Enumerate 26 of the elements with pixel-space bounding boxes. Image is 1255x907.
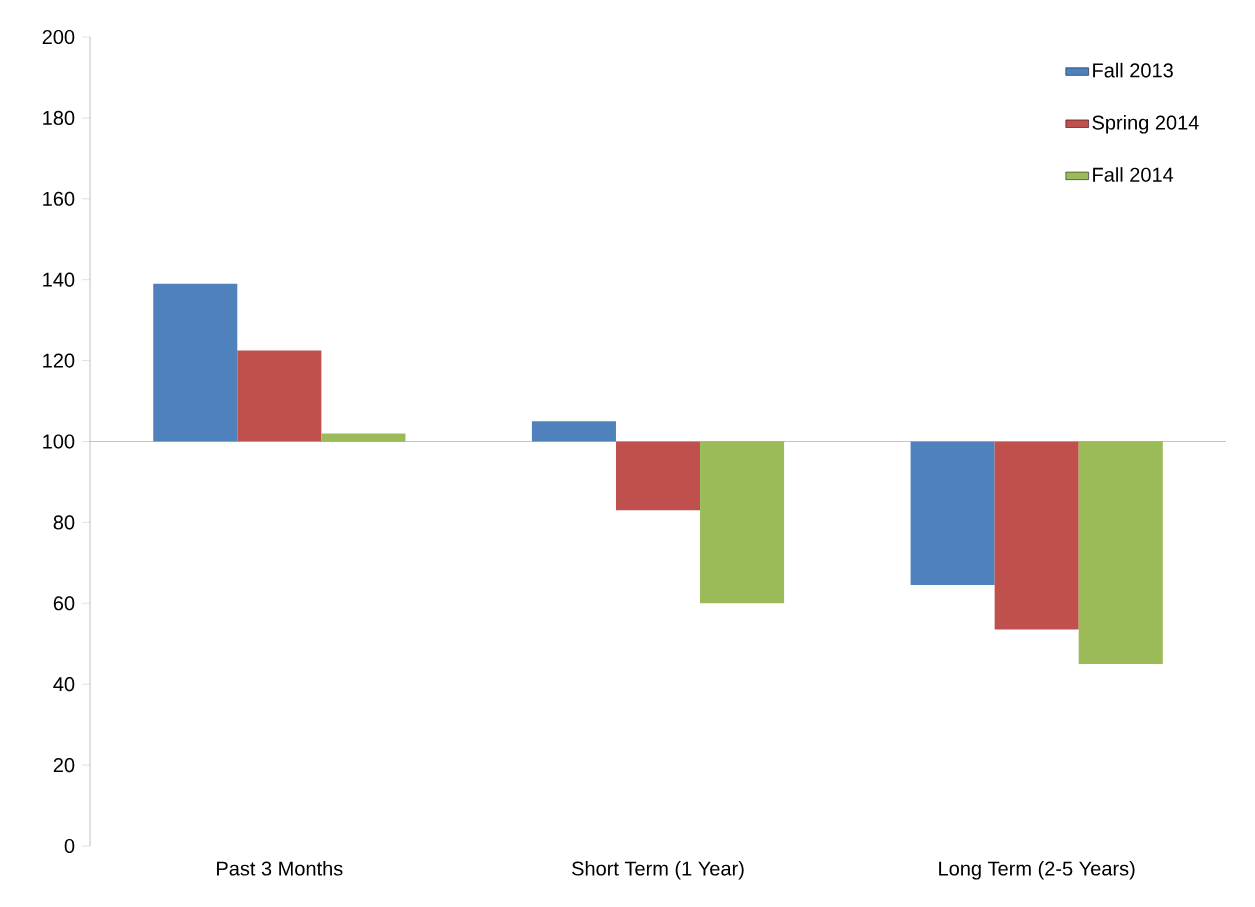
x-tick-label: Short Term (1 Year) [572,860,744,880]
y-tick-label: 100 [43,434,75,449]
bar [615,441,701,511]
bar [1078,441,1163,664]
y-tick-label: 40 [53,677,75,692]
bar [237,350,322,442]
bar [700,441,785,604]
bar [531,421,616,442]
y-tick-label: 120 [43,353,75,368]
y-tick-label: 160 [43,191,75,206]
x-tick-label: Long Term (2-5 Years) [939,860,1135,880]
bar [321,433,406,442]
y-tick-label: 60 [53,596,75,611]
bar [153,283,238,442]
y-tick-label: 80 [53,515,75,530]
legend-label: Fall 2013 [1093,62,1173,78]
y-tick-label: 200 [42,29,75,45]
legend-label: Spring 2014 [1092,114,1199,134]
y-tick-label: 0 [64,838,75,854]
x-tick-label: Past 3 Months [217,860,343,876]
bar [910,441,995,586]
y-tick-label: 180 [43,110,75,125]
bar [994,441,1079,630]
legend-label: Fall 2014 [1093,167,1174,182]
y-tick-label: 140 [43,272,75,287]
y-tick-label: 20 [53,758,75,773]
